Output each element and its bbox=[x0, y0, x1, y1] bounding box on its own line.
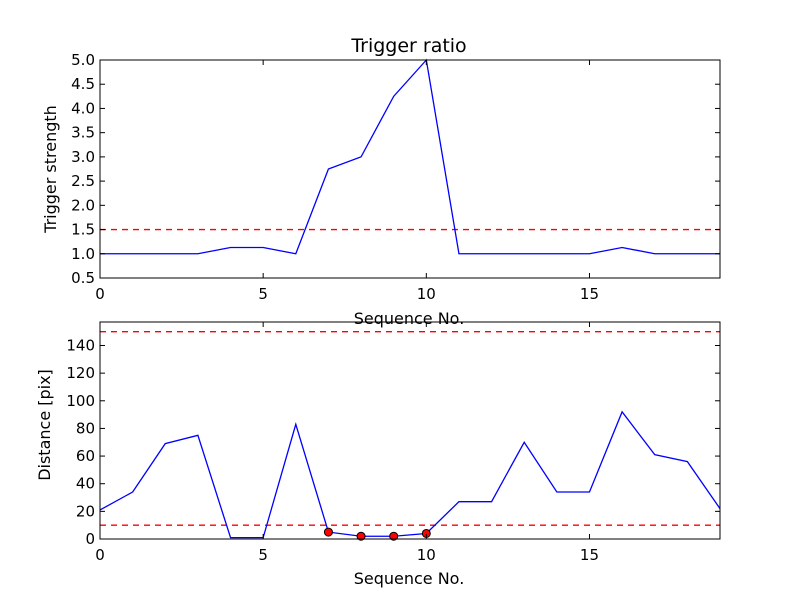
x-tick-label: 10 bbox=[417, 546, 436, 564]
x-tick-label: 15 bbox=[580, 546, 599, 564]
x-axis-label: Sequence No. bbox=[354, 309, 465, 328]
data-point-marker bbox=[389, 531, 399, 541]
y-tick-label: 2.5 bbox=[71, 172, 95, 190]
y-tick-label: 0 bbox=[85, 530, 95, 548]
y-tick-label: 100 bbox=[66, 392, 95, 410]
chart-marks: 0 5 10 15 0 20 40 60 80 100 120 140 bbox=[66, 321, 721, 564]
chart-title: Trigger ratio bbox=[350, 35, 466, 57]
y-tick-label: 120 bbox=[66, 364, 95, 382]
x-tick-label: 5 bbox=[258, 546, 268, 564]
data-point-marker bbox=[323, 527, 333, 537]
y-tick-label: 40 bbox=[76, 475, 95, 493]
y-tick-label: 1.5 bbox=[71, 221, 95, 239]
x-tick-label: 15 bbox=[580, 285, 599, 303]
y-tick-label: 80 bbox=[76, 419, 95, 437]
y-axis-label: Trigger strength bbox=[41, 105, 60, 234]
x-tick-label: 0 bbox=[95, 546, 105, 564]
y-tick-label: 1.0 bbox=[71, 245, 95, 263]
distance-chart: 0 5 10 15 0 20 40 60 80 100 120 140 Sequence No. Di… bbox=[35, 321, 721, 588]
data-point-marker bbox=[356, 531, 366, 541]
series-line bbox=[99, 410, 721, 539]
y-tick-label: 140 bbox=[66, 336, 95, 354]
x-tick-label: 10 bbox=[417, 285, 436, 303]
y-tick-label: 3.0 bbox=[71, 148, 95, 166]
trigger-ratio-chart: Trigger ratio 0 5 10 15 0.5 1.0 1.5 2.0 2.5 3.0 3.… bbox=[41, 35, 721, 328]
y-axis-label: Distance [pix] bbox=[35, 369, 54, 481]
y-tick-label: 20 bbox=[76, 502, 95, 520]
y-tick-label: 4.0 bbox=[71, 99, 95, 117]
x-tick-label: 0 bbox=[95, 285, 105, 303]
x-axis-label: Sequence No. bbox=[354, 569, 465, 588]
y-tick-label: 4.5 bbox=[71, 75, 95, 93]
series-line bbox=[100, 58, 720, 255]
plot-frame bbox=[99, 59, 721, 279]
x-tick-label: 5 bbox=[258, 285, 268, 303]
y-tick-label: 2.0 bbox=[71, 196, 95, 214]
y-tick-label: 0.5 bbox=[71, 269, 95, 287]
y-tick-label: 3.5 bbox=[71, 124, 95, 142]
y-tick-label: 5.0 bbox=[71, 51, 95, 69]
chart-marks: 0 5 10 15 0.5 1.0 1.5 2.0 2.5 3.0 3.5 4.0 4.5 5.0 bbox=[71, 51, 721, 303]
y-tick-label: 60 bbox=[76, 447, 95, 465]
plot-frame bbox=[99, 321, 721, 540]
